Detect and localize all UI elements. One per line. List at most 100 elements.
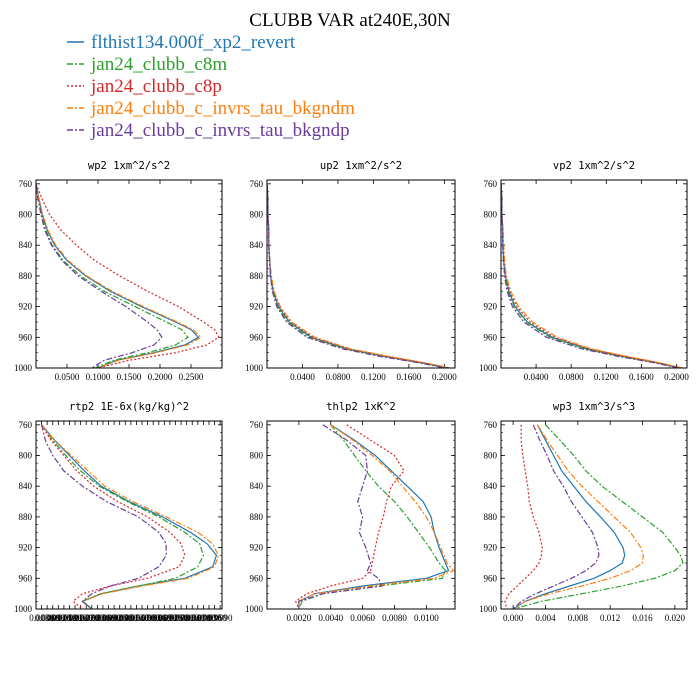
y-tick-label: 760 (19, 179, 33, 189)
y-tick-label: 880 (250, 512, 264, 522)
y-tick-label: 920 (250, 302, 264, 312)
x-tick-label: 0.0400 (290, 372, 315, 382)
legend-entry: jan24_clubb_c_invrs_tau_bkgndm (67, 98, 355, 119)
y-tick-label: 760 (484, 420, 498, 430)
series-line-4 (501, 183, 683, 368)
x-tick-label: 0.0300 (79, 613, 104, 623)
y-tick-label: 800 (484, 210, 498, 220)
y-tick-label: 1000 (479, 604, 498, 614)
series-line-5 (36, 183, 163, 368)
plot-frame (35, 179, 223, 369)
series-line-1 (298, 424, 450, 609)
y-tick-label: 1000 (14, 604, 33, 614)
x-tick-label: 0.0480 (113, 613, 138, 623)
y-tick-label: 840 (19, 240, 33, 250)
x-tick-label: 0.0750 (163, 613, 188, 623)
series-line-1 (501, 183, 682, 368)
x-tick-label: 0.0500 (55, 372, 80, 382)
series-line-3 (294, 424, 405, 609)
y-tick-label: 880 (484, 271, 498, 281)
x-tick-label: 0.0450 (107, 613, 132, 623)
y-tick-label: 760 (250, 179, 264, 189)
x-tick-label: 0.0510 (118, 613, 143, 623)
y-tick-label: 1000 (14, 363, 33, 373)
series-line-2 (501, 183, 681, 368)
x-tick-label: 0.0870 (185, 613, 210, 623)
plot-frame (266, 420, 456, 610)
x-tick-label: 0.0720 (158, 613, 183, 623)
x-tick-label: 0.0900 (191, 613, 216, 623)
legend: flthist134.000f_xp2_revertjan24_clubb_c8… (67, 32, 355, 141)
x-tick-label: 0.0040 (318, 613, 343, 623)
x-tick-label: 0.2500 (179, 372, 204, 382)
x-tick-label: 0.016 (632, 613, 653, 623)
x-tick-label: 0.004 (535, 613, 556, 623)
x-tick-label: 0.0660 (146, 613, 171, 623)
x-tick-label: 0.0840 (180, 613, 205, 623)
x-tick-label: 0.0360 (91, 613, 116, 623)
legend-label: jan24_clubb_c_invrs_tau_bkgndp (90, 120, 350, 141)
x-tick-label: 0.1000 (86, 372, 111, 382)
x-tick-label: 0.0780 (169, 613, 194, 623)
panel-title: wp3 1xm^3/s^3 (553, 401, 635, 413)
y-tick-label: 840 (250, 240, 264, 250)
x-tick-label: 0.0100 (414, 613, 439, 623)
plot-frame (35, 420, 223, 610)
series-line-1 (41, 424, 218, 609)
x-tick-label: 0.2000 (432, 372, 457, 382)
chart-panel-6: wp3 1xm^3/s^3 760 800 840 880 920 960 1000 0.000… (479, 401, 688, 623)
legend-label: jan24_clubb_c_invrs_tau_bkgndm (90, 98, 355, 119)
y-tick-label: 800 (19, 210, 33, 220)
series-line-4 (267, 183, 451, 368)
y-tick-label: 840 (250, 481, 264, 491)
series-line-5 (512, 424, 600, 609)
y-tick-label: 760 (484, 179, 498, 189)
figure-title: CLUBB VAR at240E,30N (249, 10, 451, 31)
y-tick-label: 880 (250, 271, 264, 281)
chart-panel-5: thlp2 1xK^2 760 800 840 880 920 960 1000 0.0020 0… (245, 401, 456, 623)
y-tick-label: 840 (19, 481, 33, 491)
y-tick-label: 880 (19, 271, 33, 281)
x-tick-label: 0.0060 (350, 613, 375, 623)
y-tick-label: 960 (250, 332, 264, 342)
panels: wp2 1xm^2/s^2 760 800 840 880 920 960 1000 0.050… (14, 160, 689, 623)
legend-label: jan24_clubb_c8m (90, 54, 227, 75)
y-tick-label: 800 (250, 210, 264, 220)
x-tick-label: 0.0060 (35, 613, 60, 623)
x-tick-label: 0.0960 (202, 613, 227, 623)
y-tick-label: 920 (19, 302, 33, 312)
y-tick-label: 920 (484, 543, 498, 553)
x-tick-label: 0.1500 (117, 372, 142, 382)
x-tick-label: 0.0020 (286, 613, 311, 623)
x-tick-label: 0.020 (665, 613, 686, 623)
x-tick-label: 0.1600 (629, 372, 654, 382)
x-tick-label: 0.008 (568, 613, 589, 623)
series-line-5 (298, 424, 383, 609)
x-tick-label: 0.1200 (594, 372, 619, 382)
series-line-3 (36, 183, 220, 368)
x-tick-label: 0.0400 (524, 372, 549, 382)
x-tick-label: 0.0270 (74, 613, 99, 623)
plot-frame (266, 179, 456, 369)
y-tick-label: 840 (484, 240, 498, 250)
legend-label: flthist134.000f_xp2_revert (91, 32, 296, 53)
series-line-4 (36, 183, 202, 368)
x-tick-label: 0.0690 (152, 613, 177, 623)
y-tick-label: 880 (19, 512, 33, 522)
x-tick-label: 0.000 (503, 613, 524, 623)
x-tick-label: 0.1600 (397, 372, 422, 382)
y-tick-label: 920 (250, 543, 264, 553)
y-tick-label: 800 (250, 451, 264, 461)
y-tick-label: 760 (250, 420, 264, 430)
y-tick-label: 960 (484, 332, 498, 342)
x-tick-label: 0.0630 (141, 613, 166, 623)
x-tick-label: 0.0330 (85, 613, 110, 623)
x-tick-label: 0.0570 (130, 613, 155, 623)
y-tick-label: 800 (484, 451, 498, 461)
y-tick-label: 920 (19, 543, 33, 553)
series-line-3 (504, 424, 543, 609)
series-line-1 (36, 183, 200, 368)
x-tick-label: 0.0210 (63, 613, 88, 623)
series-line-2 (41, 424, 205, 609)
